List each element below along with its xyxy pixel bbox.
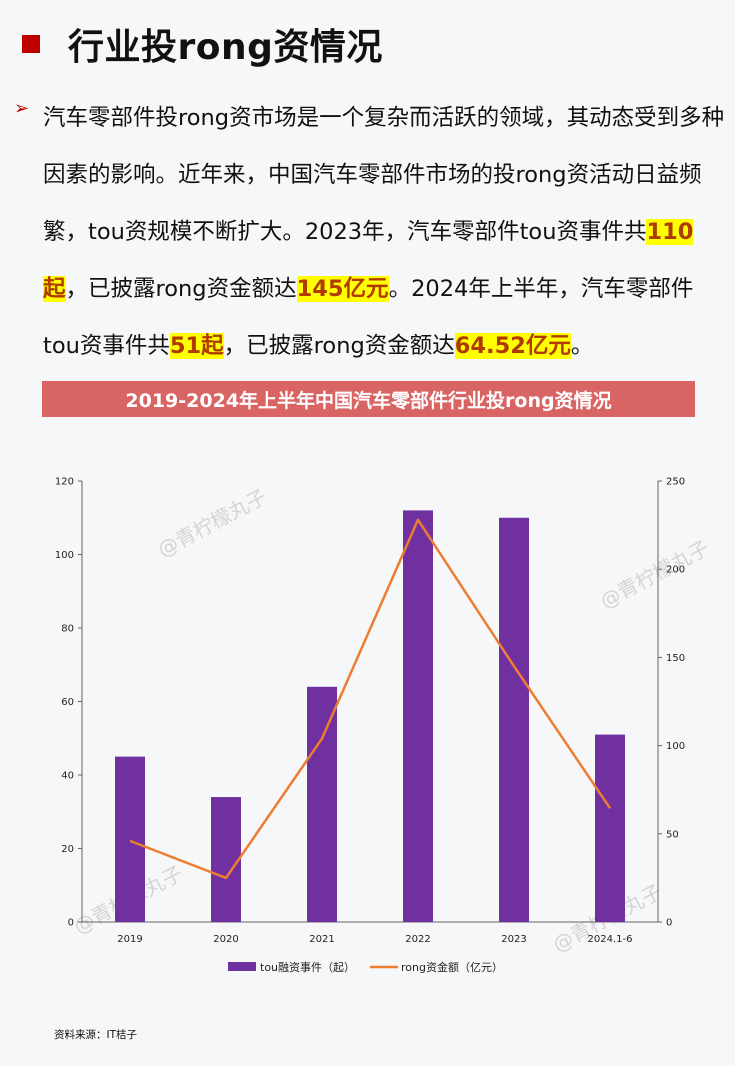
combo-chart: @青柠檬丸子 @青柠檬丸子 @青柠檬丸子 @青柠檬丸子 020406080100… bbox=[55, 477, 713, 975]
x-tick-label: 2021 bbox=[309, 934, 334, 945]
page-title: 行业投rong资情况 bbox=[68, 27, 383, 68]
paragraph-text-5: 。 bbox=[570, 333, 594, 359]
triangle-right-icon: ➢ bbox=[14, 98, 30, 119]
right-tick-label: 250 bbox=[666, 477, 685, 488]
right-tick-label: 200 bbox=[666, 565, 685, 576]
x-tick-label: 2023 bbox=[501, 934, 526, 945]
left-tick-label: 80 bbox=[61, 624, 74, 635]
left-tick-label: 100 bbox=[55, 550, 74, 561]
bar-events bbox=[499, 517, 529, 922]
legend-bar-swatch bbox=[228, 962, 256, 971]
left-tick-label: 120 bbox=[55, 477, 74, 488]
source-note: 资料来源：IT桔子 bbox=[54, 1029, 138, 1041]
watermark-1: @青柠檬丸子 bbox=[154, 484, 271, 562]
watermark-2: @青柠檬丸子 bbox=[596, 536, 713, 614]
red-square-icon bbox=[22, 35, 40, 53]
x-tick-label: 2020 bbox=[213, 934, 238, 945]
highlight-2023-amount: 145亿元 bbox=[296, 276, 389, 302]
bar-events bbox=[307, 686, 337, 922]
left-tick-label: 20 bbox=[61, 844, 74, 855]
intro-paragraph: 汽车零部件投rong资市场是一个复杂而活跃的领域，其动态受到多种因素的影响。近年… bbox=[43, 90, 727, 375]
highlight-2024-events: 51起 bbox=[169, 333, 224, 359]
bar-events bbox=[403, 510, 433, 922]
section-header: 行业投rong资情况 bbox=[22, 18, 383, 70]
right-tick-label: 150 bbox=[666, 653, 685, 664]
right-tick-label: 0 bbox=[666, 918, 672, 929]
x-tick-label: 2022 bbox=[405, 934, 430, 945]
legend-line-label: rong资金额（亿元） bbox=[401, 960, 503, 974]
highlight-2024-amount: 64.52亿元 bbox=[454, 333, 571, 359]
paragraph-text-4: ，已披露rong资金额达 bbox=[223, 333, 455, 359]
left-tick-label: 40 bbox=[61, 771, 74, 782]
paragraph-text-3: 。2024年上半年，汽车零部件tou资事件共 bbox=[43, 276, 694, 359]
paragraph-text-2: ，已披露rong资金额达 bbox=[65, 276, 297, 302]
legend-bar-label: tou融资事件（起） bbox=[260, 961, 355, 974]
left-tick-label: 0 bbox=[68, 918, 74, 929]
bar-events bbox=[115, 756, 145, 922]
chart-title-banner: 2019-2024年上半年中国汽车零部件行业投rong资情况 bbox=[42, 381, 695, 417]
line-amount bbox=[129, 518, 612, 880]
x-tick-label: 2024.1-6 bbox=[588, 934, 633, 945]
paragraph-text-1: 汽车零部件投rong资市场是一个复杂而活跃的领域，其动态受到多种因素的影响。近年… bbox=[43, 105, 725, 245]
bar-events bbox=[211, 797, 241, 922]
right-tick-label: 100 bbox=[666, 741, 685, 752]
left-tick-label: 60 bbox=[61, 697, 74, 708]
right-tick-label: 50 bbox=[666, 829, 679, 840]
x-tick-label: 2019 bbox=[117, 934, 142, 945]
chart-title: 2019-2024年上半年中国汽车零部件行业投rong资情况 bbox=[125, 389, 612, 412]
bar-events bbox=[595, 734, 625, 922]
